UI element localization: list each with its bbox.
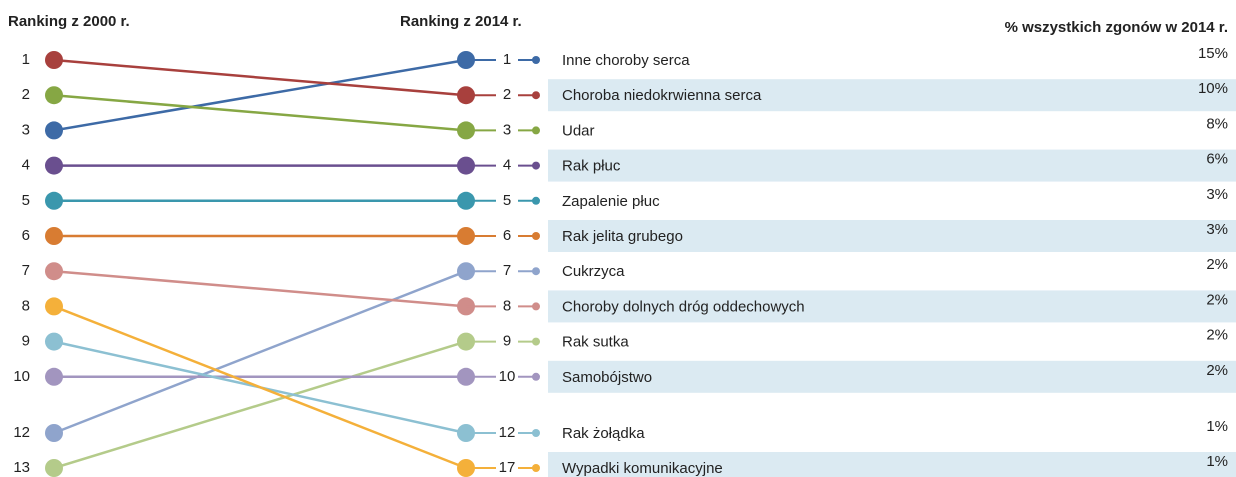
value-label: 15% <box>1198 45 1228 62</box>
legend-dot <box>532 56 540 64</box>
cause-label: Rak żołądka <box>562 425 645 442</box>
right-rank: 3 <box>503 121 511 138</box>
cause-label: Rak jelita grubego <box>562 228 683 245</box>
left-rank: 6 <box>22 227 30 244</box>
legend-dot <box>532 464 540 472</box>
row-background <box>548 360 1236 393</box>
right-rank: 8 <box>503 297 511 314</box>
value-label: 8% <box>1206 115 1228 132</box>
value-label: 2% <box>1206 327 1228 344</box>
cause-label: Choroby dolnych dróg oddechowych <box>562 298 805 315</box>
right-rank: 1 <box>503 51 511 68</box>
left-title: Ranking z 2000 r. <box>8 13 130 30</box>
left-rank: 10 <box>13 368 30 385</box>
legend-dot <box>532 302 540 311</box>
left-dot <box>45 332 63 351</box>
left-dot <box>45 121 63 140</box>
value-title: % wszystkich zgonów w 2014 r. <box>1005 19 1228 36</box>
legend-dot <box>532 126 540 135</box>
cause-label: Zapalenie płuc <box>562 193 660 210</box>
right-rank: 2 <box>503 86 511 103</box>
slope-line <box>53 269 467 308</box>
left-dot <box>45 262 63 281</box>
value-label: 6% <box>1206 151 1228 168</box>
legend-dot <box>532 161 540 170</box>
row-background <box>548 149 1236 182</box>
right-rank: 6 <box>503 227 511 244</box>
left-dot <box>45 191 63 210</box>
slope-line <box>53 340 467 470</box>
value-label: 2% <box>1206 256 1228 273</box>
right-rank: 12 <box>499 424 516 441</box>
left-rank: 3 <box>22 121 30 138</box>
left-dot <box>45 51 63 69</box>
right-rank: 10 <box>499 368 516 385</box>
value-label: 2% <box>1206 362 1228 379</box>
row-background <box>548 79 1236 112</box>
cause-label: Choroba niedokrwienna serca <box>562 87 762 104</box>
legend-dot <box>532 196 540 205</box>
slope-line <box>53 58 467 132</box>
right-rank: 7 <box>503 262 511 279</box>
legend-dot <box>532 372 540 381</box>
right-rank: 9 <box>503 333 511 350</box>
row-background <box>548 220 1236 252</box>
left-dot <box>45 86 63 105</box>
cause-label: Udar <box>562 122 595 139</box>
value-label: 3% <box>1206 186 1228 203</box>
value-label: 2% <box>1206 291 1228 308</box>
cause-label: Samobójstwo <box>562 369 652 386</box>
left-dot <box>45 367 63 386</box>
legend-dot <box>532 337 540 346</box>
value-label: 1% <box>1206 418 1228 435</box>
left-dot <box>45 227 63 245</box>
left-dot <box>45 297 63 316</box>
left-dot <box>45 156 63 175</box>
right-rank: 5 <box>503 192 511 209</box>
left-rank: 12 <box>13 424 30 441</box>
left-rank: 2 <box>22 86 30 103</box>
right-title: Ranking z 2014 r. <box>400 13 522 30</box>
left-rank: 4 <box>22 157 30 174</box>
cause-label: Inne choroby serca <box>562 52 690 69</box>
cause-label: Wypadki komunikacyjne <box>562 460 723 477</box>
value-label: 1% <box>1206 453 1228 470</box>
legend-dot <box>532 91 540 100</box>
row-background <box>548 452 1236 477</box>
left-rank: 7 <box>22 262 30 279</box>
slope-line <box>53 93 467 132</box>
cause-label: Cukrzyca <box>562 263 625 280</box>
legend-dot <box>532 429 540 437</box>
value-label: 3% <box>1206 221 1228 238</box>
slope-line <box>53 58 467 97</box>
left-dot <box>45 459 63 477</box>
slope-line <box>53 270 467 435</box>
legend-dot <box>532 232 540 240</box>
left-dot <box>45 424 63 442</box>
cause-label: Rak płuc <box>562 158 621 175</box>
left-rank: 1 <box>22 51 30 68</box>
left-rank: 13 <box>13 459 30 476</box>
left-rank: 8 <box>22 297 30 314</box>
row-background <box>548 290 1236 323</box>
slope-line <box>53 305 467 470</box>
right-rank: 17 <box>499 459 516 476</box>
right-rank: 4 <box>503 157 511 174</box>
legend-dot <box>532 267 540 276</box>
left-rank: 9 <box>22 333 30 350</box>
cause-label: Rak sutka <box>562 334 629 351</box>
left-rank: 5 <box>22 192 30 209</box>
value-label: 10% <box>1198 80 1228 97</box>
